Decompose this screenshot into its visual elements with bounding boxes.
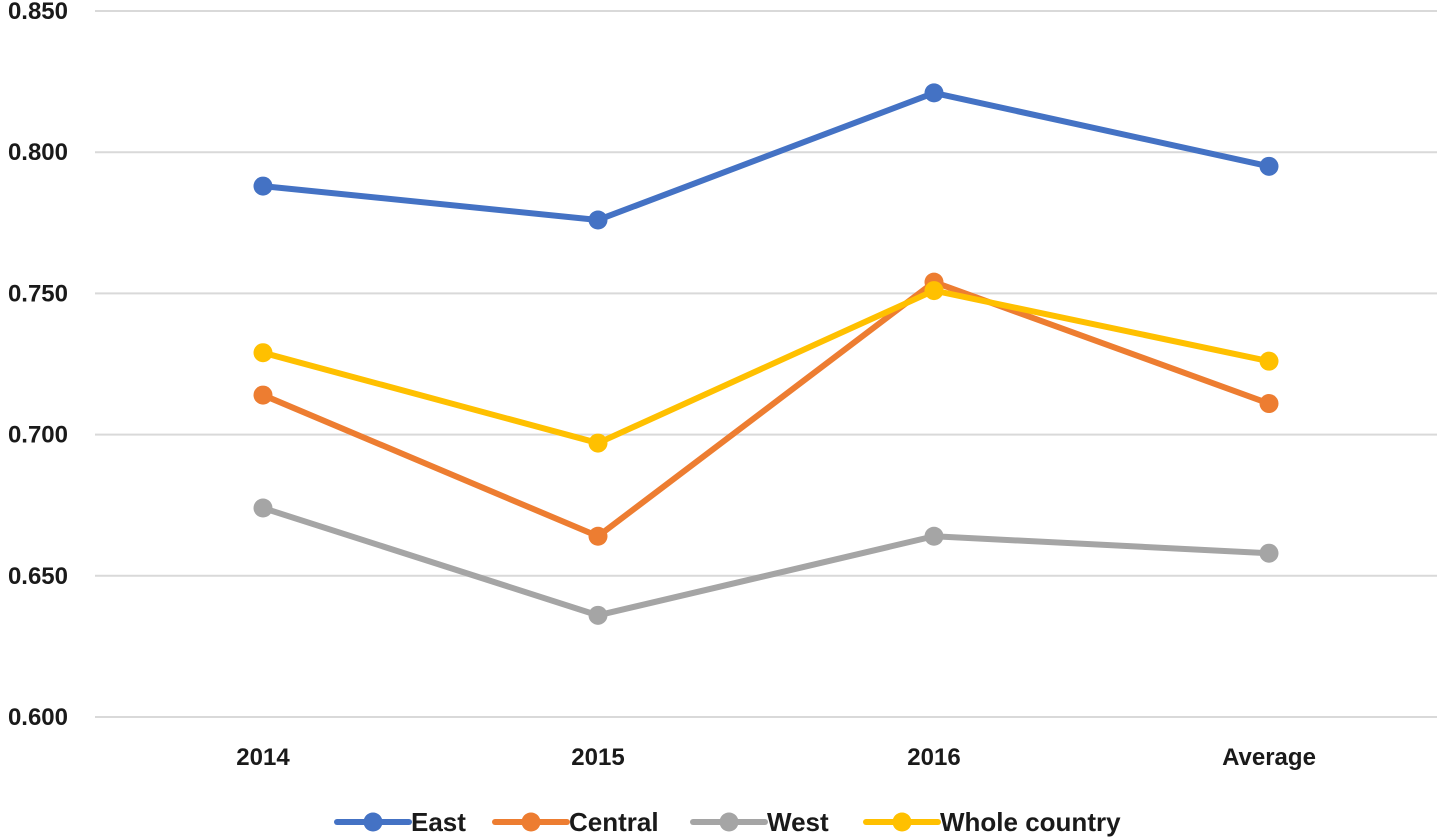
legend-marker — [521, 812, 541, 832]
series-line — [260, 279, 1272, 540]
x-tick-label: 2014 — [236, 744, 290, 771]
y-axis: 0.600 0.650 0.700 0.750 0.800 0.850 — [8, 0, 68, 731]
data-point — [1259, 156, 1279, 176]
y-tick-label: 0.700 — [8, 422, 68, 449]
data-point — [924, 83, 944, 103]
legend-item: West — [690, 807, 829, 837]
series-central — [253, 272, 1279, 546]
series-east — [253, 83, 1279, 230]
y-tick-label: 0.850 — [8, 0, 68, 25]
y-tick-label: 0.750 — [8, 280, 68, 307]
data-point — [1259, 394, 1279, 414]
data-point — [1259, 543, 1279, 563]
legend-label: Central — [569, 807, 659, 837]
series-whole-country — [253, 281, 1279, 453]
legend-label: West — [767, 807, 829, 837]
data-point — [588, 605, 608, 625]
legend-item: Whole country — [863, 807, 1121, 837]
y-tick-label: 0.800 — [8, 139, 68, 166]
series-line — [260, 89, 1272, 223]
x-axis: 2014 2015 2016 Average — [236, 744, 1316, 771]
data-point — [924, 526, 944, 546]
gridlines — [95, 10, 1437, 718]
series-west — [253, 498, 1279, 625]
data-point — [253, 343, 273, 363]
legend-marker — [892, 812, 912, 832]
y-tick-label: 0.650 — [8, 563, 68, 590]
legend-label: Whole country — [940, 807, 1121, 837]
x-tick-label: 2015 — [571, 744, 624, 771]
data-point — [588, 210, 608, 230]
data-point — [588, 433, 608, 453]
series-line — [260, 287, 1272, 447]
data-point — [253, 498, 273, 518]
legend-item: East — [334, 807, 466, 837]
x-tick-label: 2016 — [907, 744, 960, 771]
data-point — [1259, 351, 1279, 371]
data-point — [924, 281, 944, 301]
series-line — [260, 505, 1272, 619]
legend-item: Central — [492, 807, 659, 837]
data-point — [588, 526, 608, 546]
legend-marker — [719, 812, 739, 832]
series-layer — [253, 83, 1279, 625]
x-tick-label: Average — [1222, 744, 1316, 771]
legend-marker — [363, 812, 383, 832]
legend-label: East — [411, 807, 466, 837]
data-point — [253, 176, 273, 196]
y-tick-label: 0.600 — [8, 704, 68, 731]
legend: East Central West Whole country — [334, 807, 1121, 837]
data-point — [253, 385, 273, 405]
